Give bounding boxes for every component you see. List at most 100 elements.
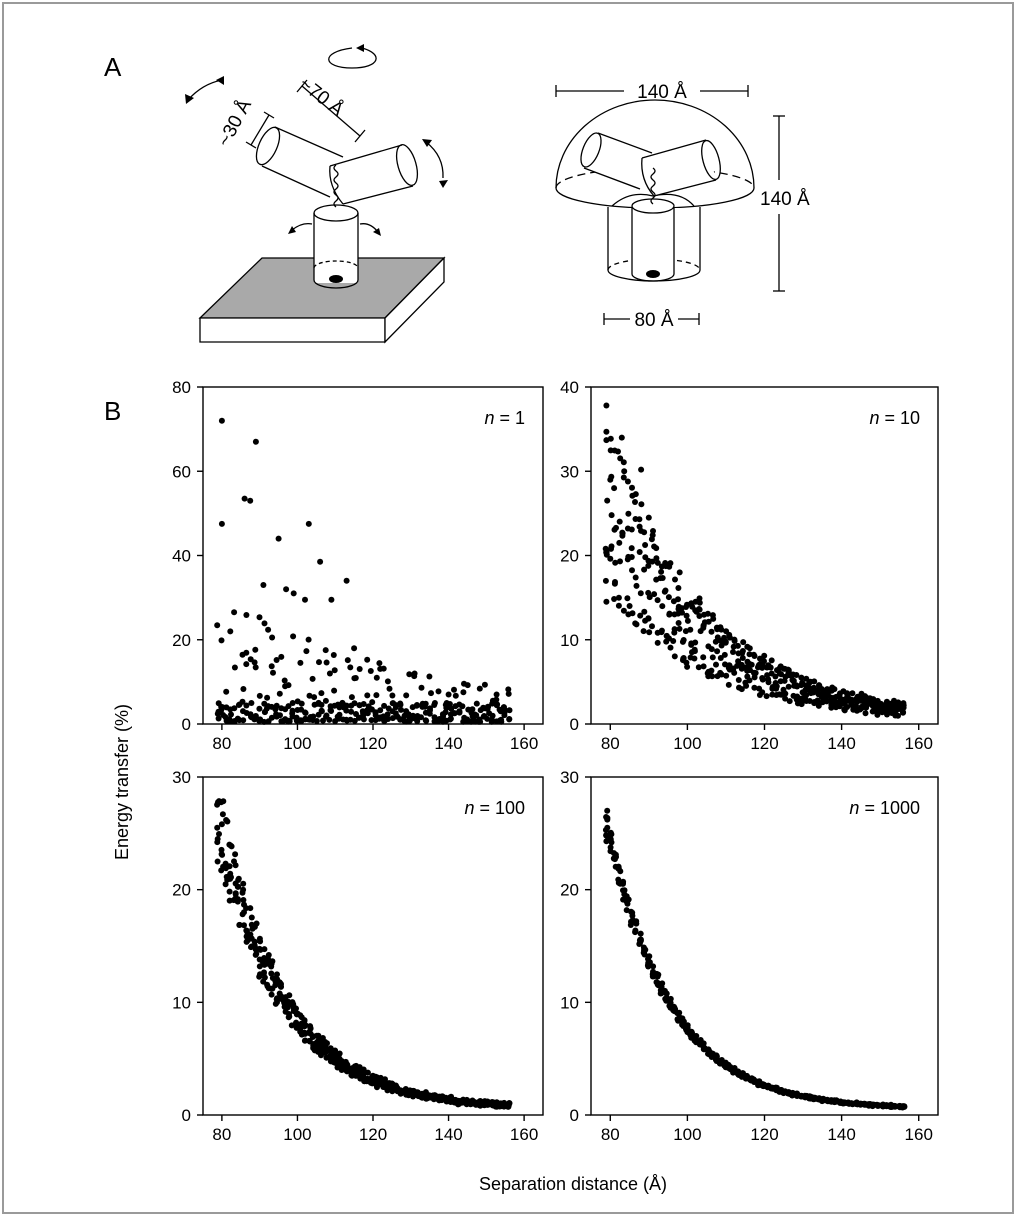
data-point <box>322 697 329 704</box>
data-point <box>332 1047 339 1054</box>
data-point <box>360 716 367 723</box>
scatter-panel-4: 80 100 120 140 160 0 10 20 30 n = 1000 <box>560 768 939 1144</box>
data-point <box>759 664 766 671</box>
y-tick-label: 0 <box>182 1106 191 1125</box>
x-tick-label: 120 <box>359 1125 387 1144</box>
base-cylinder <box>607 193 701 282</box>
data-point <box>268 991 275 998</box>
x-tick-label: 140 <box>827 1125 855 1144</box>
data-point <box>376 660 383 667</box>
data-point <box>214 824 221 831</box>
data-point <box>434 718 441 725</box>
surface-slab-side <box>384 256 445 344</box>
data-point <box>764 672 771 679</box>
data-point <box>618 434 625 441</box>
data-point <box>301 1023 308 1030</box>
data-point <box>344 657 351 664</box>
dome-arms <box>580 132 721 205</box>
data-point <box>481 681 488 688</box>
data-point <box>422 717 429 724</box>
data-point <box>731 636 738 643</box>
data-point <box>709 654 716 661</box>
data-point <box>620 459 627 466</box>
data-point <box>218 799 225 806</box>
data-point <box>343 577 350 584</box>
data-point <box>900 704 907 711</box>
data-point <box>364 1069 371 1076</box>
data-point <box>290 633 297 640</box>
data-point <box>653 555 660 562</box>
data-point <box>360 1066 367 1073</box>
data-point <box>302 709 308 716</box>
data-point <box>297 659 304 666</box>
data-point <box>406 671 413 678</box>
data-point <box>662 587 669 594</box>
y-tick-label: 10 <box>560 631 579 650</box>
data-point <box>243 938 250 945</box>
y-tick-label: 10 <box>560 993 579 1012</box>
data-point <box>251 659 258 666</box>
data-point <box>227 628 234 635</box>
data-point <box>748 661 755 668</box>
x-tick-label: 120 <box>359 734 387 753</box>
data-point <box>446 1094 453 1101</box>
data-point <box>790 677 797 684</box>
data-point <box>628 545 635 552</box>
sample-size-label: n = 1000 <box>849 798 920 818</box>
plot-frame <box>202 386 544 725</box>
data-point <box>218 637 225 644</box>
y-tick-label: 40 <box>560 378 579 397</box>
data-point <box>654 559 661 566</box>
x-tick-label: 120 <box>750 734 778 753</box>
data-point <box>734 662 741 669</box>
data-point <box>721 651 728 658</box>
y-tick-label: 20 <box>560 547 579 566</box>
data-point <box>385 716 391 722</box>
data-point <box>398 706 404 713</box>
data-point <box>612 579 618 585</box>
data-point <box>307 1025 314 1032</box>
data-point <box>649 623 655 630</box>
x-tick-label: 140 <box>434 734 462 753</box>
data-point <box>722 639 729 646</box>
data-point <box>878 700 884 707</box>
data-point <box>874 1101 880 1108</box>
data-point <box>326 716 333 723</box>
y-tick-label: 20 <box>172 631 191 650</box>
data-point <box>632 574 639 581</box>
data-point <box>849 690 856 697</box>
data-point <box>616 539 623 546</box>
data-point <box>675 585 682 591</box>
data-point <box>641 529 648 536</box>
data-point <box>739 648 746 654</box>
data-point <box>277 712 283 719</box>
data-point <box>256 692 263 699</box>
data-point <box>268 963 275 970</box>
data-point <box>608 831 615 838</box>
data-point <box>459 703 466 710</box>
data-point <box>710 615 717 622</box>
data-point <box>305 636 312 643</box>
data-point <box>252 951 259 958</box>
data-point <box>611 596 618 602</box>
data-point <box>506 707 513 714</box>
data-point <box>658 629 665 636</box>
data-point <box>301 1017 308 1024</box>
data-point <box>692 1035 699 1042</box>
data-point <box>708 628 715 635</box>
data-point <box>676 569 683 576</box>
dim-base-label: 80 Å <box>634 310 673 331</box>
x-tick-label: 160 <box>905 1125 933 1144</box>
data-point <box>485 703 491 710</box>
data-point <box>368 706 375 713</box>
data-point <box>327 707 334 714</box>
data-point <box>684 1022 691 1029</box>
data-point <box>628 554 635 560</box>
data-point <box>421 703 428 710</box>
data-point <box>447 716 454 723</box>
data-point <box>676 1009 683 1016</box>
dim-height-label: 140 Å <box>760 189 810 210</box>
data-point <box>278 653 285 660</box>
data-point <box>709 673 716 680</box>
data-point <box>798 674 805 681</box>
